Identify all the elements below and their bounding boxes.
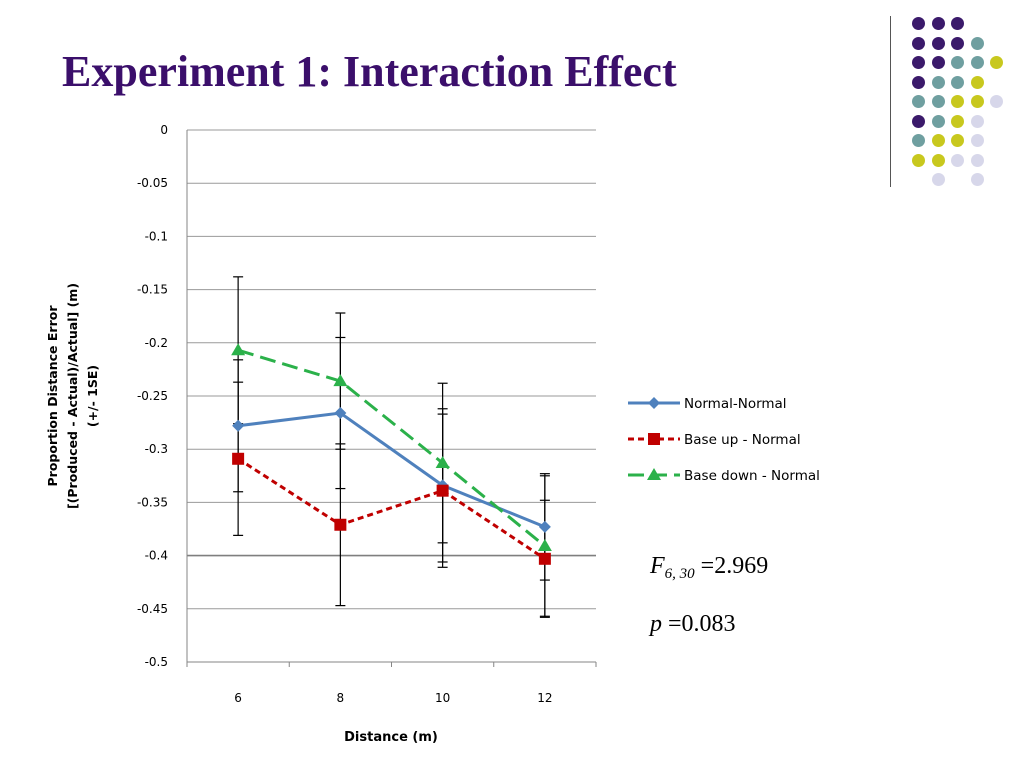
data-point [334, 518, 347, 531]
data-point [537, 539, 552, 552]
p-value: =0.083 [668, 611, 736, 637]
data-point [334, 407, 347, 420]
data-point [538, 552, 551, 565]
y-tick-label: -0.2 [145, 336, 168, 350]
y-tick-label: -0.35 [137, 495, 168, 509]
y-tick-label: -0.4 [145, 549, 168, 563]
y-tick-label: -0.3 [145, 442, 168, 456]
series-line [237, 457, 546, 561]
legend-swatch-marker [647, 468, 661, 480]
legend-swatch-marker [648, 397, 660, 409]
y-tick-label: -0.05 [137, 176, 168, 190]
y-tick-label: -0.1 [145, 229, 168, 243]
f-symbol: F [650, 553, 665, 579]
y-tick-label: -0.5 [145, 655, 168, 669]
slide-title: Experiment 1: Interaction Effect [62, 47, 677, 96]
y-axis-title: Proportion Distance Error [45, 305, 60, 487]
x-axis-title: Distance (m) [344, 730, 438, 745]
y-tick-label: -0.15 [137, 283, 168, 297]
x-tick-label: 6 [234, 691, 242, 705]
data-point [231, 343, 246, 356]
series-line [237, 348, 546, 548]
y-axis-title: [(Produced - Actual)/Actual] (m) [65, 283, 80, 509]
data-point [333, 374, 348, 387]
data-point [232, 452, 245, 465]
f-statistic: F6, 30 =2.969 [650, 553, 768, 583]
x-tick-label: 8 [337, 691, 345, 705]
data-point [435, 456, 450, 469]
data-point [232, 419, 245, 432]
f-subscript: 6, 30 [664, 566, 695, 582]
data-point [436, 484, 449, 497]
p-symbol: p [650, 611, 662, 637]
p-value-line: p =0.083 [650, 611, 736, 638]
y-tick-label: -0.25 [137, 389, 168, 403]
x-tick-label: 10 [435, 691, 450, 705]
y-tick-label: -0.45 [137, 602, 168, 616]
decorative-divider [890, 16, 891, 187]
x-tick-label: 12 [537, 691, 552, 705]
legend-label: Base down - Normal [684, 468, 820, 484]
legend-label: Normal-Normal [684, 396, 787, 412]
y-axis-title: (+/- 1SE) [85, 365, 100, 427]
y-tick-label: 0 [160, 123, 168, 137]
legend-label: Base up - Normal [684, 432, 801, 448]
legend-swatch-marker [648, 433, 660, 445]
f-value: =2.969 [700, 553, 769, 579]
data-point [538, 520, 551, 533]
